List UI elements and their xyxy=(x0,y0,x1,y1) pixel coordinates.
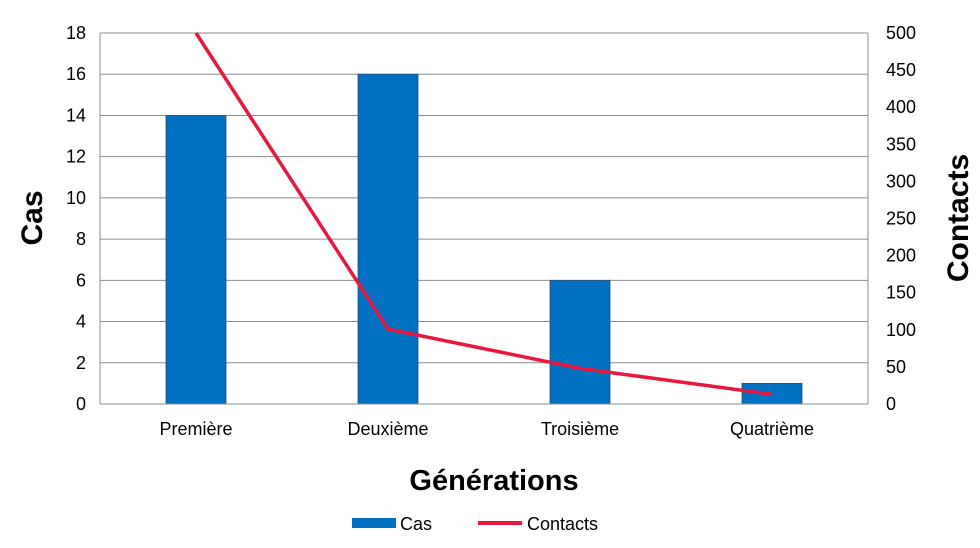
y2-tick-label: 150 xyxy=(886,283,916,303)
y2-tick-label: 0 xyxy=(886,394,896,414)
x-tick-label: Quatrième xyxy=(730,419,814,439)
y2-tick-label: 50 xyxy=(886,357,906,377)
x-axis-title: Générations xyxy=(409,465,578,497)
bar-cas-2 xyxy=(357,73,419,405)
y2-tick-label: 200 xyxy=(886,246,916,266)
y-tick-label: 16 xyxy=(66,64,86,84)
right-axis-ticks: 0 50 100 150 200 250 300 350 400 450 500 xyxy=(886,23,916,414)
x-tick-label: Deuxième xyxy=(347,419,428,439)
plot-frame xyxy=(99,33,869,405)
y-tick-label: 18 xyxy=(66,23,86,43)
gridlines xyxy=(100,32,868,405)
y2-tick-label: 250 xyxy=(886,209,916,229)
y2-axis-title: Contacts xyxy=(942,154,975,282)
x-tick-label: Première xyxy=(159,419,232,439)
legend-swatch-cas xyxy=(352,518,396,528)
y2-tick-label: 450 xyxy=(886,60,916,80)
y2-tick-label: 500 xyxy=(886,23,916,43)
y2-tick-label: 300 xyxy=(886,171,916,191)
y-tick-label: 10 xyxy=(66,188,86,208)
line-contacts xyxy=(194,32,773,397)
y-tick-label: 8 xyxy=(76,229,86,249)
legend-label-cas: Cas xyxy=(400,514,432,534)
bar-cas-1 xyxy=(165,115,227,405)
y2-tick-label: 100 xyxy=(886,320,916,340)
legend-label-contacts: Contacts xyxy=(527,514,598,534)
y-tick-label: 14 xyxy=(66,105,86,125)
y2-tick-label: 350 xyxy=(886,134,916,154)
bar-cas-3 xyxy=(549,279,611,405)
x-tick-label: Troisième xyxy=(541,419,619,439)
line-series-contacts xyxy=(194,32,773,397)
x-axis-ticks: Première Deuxième Troisième Quatrième xyxy=(159,419,814,439)
y-tick-label: 0 xyxy=(76,394,86,414)
y-axis-title: Cas xyxy=(16,190,49,245)
y2-tick-label: 400 xyxy=(886,97,916,117)
y-tick-label: 6 xyxy=(76,270,86,290)
y-tick-label: 4 xyxy=(76,312,86,332)
y-tick-label: 2 xyxy=(76,353,86,373)
legend: Cas Contacts xyxy=(352,514,598,534)
left-axis-ticks: 0 2 4 6 8 10 12 14 16 18 xyxy=(66,23,86,414)
y-tick-label: 12 xyxy=(66,147,86,167)
